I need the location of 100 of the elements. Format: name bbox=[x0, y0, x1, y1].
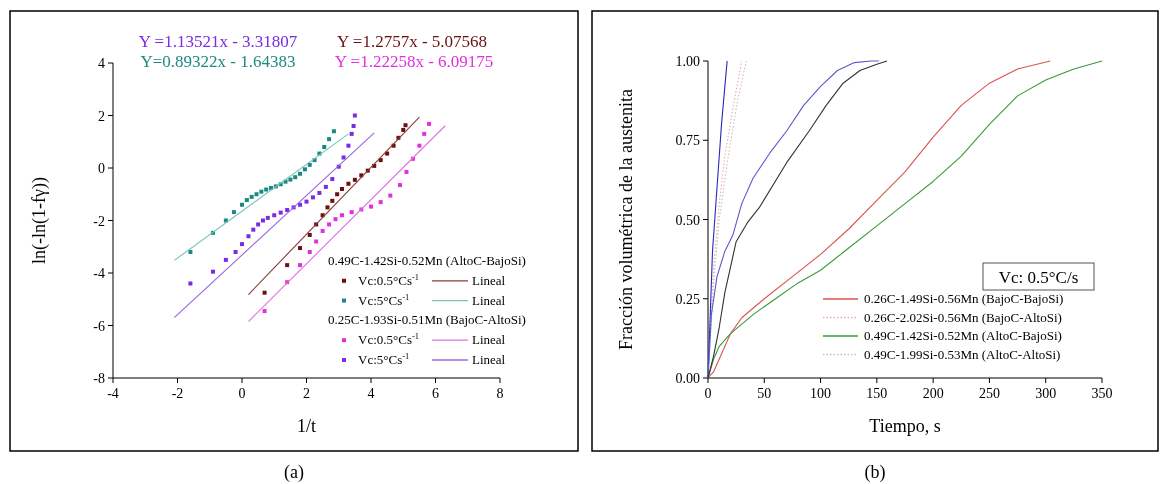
point bbox=[246, 234, 251, 239]
annotation: 0.25C-1.93Si-0.51Mn (BajoC-AltoSi) bbox=[328, 312, 526, 328]
point bbox=[401, 127, 406, 132]
x-tick-label: 50 bbox=[757, 386, 772, 401]
point bbox=[188, 281, 193, 286]
point bbox=[188, 250, 193, 254]
point bbox=[339, 187, 344, 191]
point bbox=[223, 257, 228, 262]
text: Y =1.2757x - 5.07568 bbox=[336, 32, 488, 51]
point bbox=[422, 131, 427, 136]
x-tick-label: -2 bbox=[171, 386, 184, 401]
x-tick-label: 0 bbox=[238, 386, 246, 401]
point bbox=[307, 232, 312, 237]
x-axis-title: Tiempo, s bbox=[869, 416, 941, 436]
point bbox=[285, 263, 290, 268]
legend-label: 0.26C-1.49Si-0.56Mn (BajoC-BajoSi) bbox=[864, 291, 1064, 306]
point bbox=[254, 192, 259, 197]
point bbox=[339, 213, 344, 218]
point bbox=[298, 202, 303, 207]
legend-label: 0.49C-1.99Si-0.53Mn (AltoC-AltoSi) bbox=[864, 346, 1061, 362]
point bbox=[210, 269, 215, 274]
x-tick-label: 250 bbox=[978, 386, 1000, 401]
legend-label: Lineal bbox=[472, 352, 506, 367]
x-tick-label: 6 bbox=[432, 386, 439, 401]
annotation: Y=0.89322x - 1.64383 bbox=[140, 52, 296, 71]
point bbox=[322, 145, 327, 149]
legend-label: Vc:0.5°Cs$^{-1}$ bbox=[358, 331, 419, 348]
y-tick-label: -4 bbox=[93, 266, 105, 281]
x-tick-label: 300 bbox=[1035, 386, 1057, 401]
point bbox=[398, 183, 403, 188]
point bbox=[403, 123, 408, 128]
point bbox=[262, 309, 267, 314]
point bbox=[285, 208, 290, 212]
x-tick-label: 2 bbox=[303, 386, 310, 401]
point bbox=[330, 198, 335, 203]
y-axis-title: Fracción volumétrica de la austenita bbox=[616, 89, 636, 350]
x-tick-label: 200 bbox=[922, 386, 944, 401]
y-axis-title: ln(-ln(1-fγ)) bbox=[29, 177, 50, 264]
legend-label: Vc:5°Cs$^{-1}$ bbox=[358, 351, 410, 367]
point bbox=[323, 184, 328, 189]
text: (b) bbox=[864, 462, 886, 483]
point bbox=[249, 194, 254, 199]
x-tick-label: 100 bbox=[810, 386, 832, 401]
point bbox=[283, 179, 288, 184]
point bbox=[310, 195, 315, 200]
point bbox=[378, 158, 383, 163]
point bbox=[349, 210, 354, 215]
point bbox=[346, 143, 351, 148]
point bbox=[298, 246, 303, 251]
point bbox=[378, 200, 383, 205]
point bbox=[327, 222, 332, 227]
point bbox=[352, 113, 357, 118]
point bbox=[251, 227, 256, 232]
point bbox=[262, 290, 267, 295]
point bbox=[240, 242, 244, 247]
point bbox=[317, 190, 322, 195]
point bbox=[333, 217, 338, 222]
legend-label: Vc:5°Cs$^{-1}$ bbox=[358, 291, 410, 308]
point bbox=[264, 187, 269, 192]
point bbox=[325, 205, 330, 210]
y-tick-label: -8 bbox=[93, 371, 105, 386]
legend-title: Vc: 0.5°C/s bbox=[998, 267, 1079, 287]
point bbox=[388, 193, 393, 198]
legend-label: Lineal bbox=[472, 272, 506, 288]
x-tick-label: 150 bbox=[866, 386, 888, 401]
y-tick-label: 0 bbox=[98, 161, 105, 176]
text: (a) bbox=[284, 462, 304, 483]
point bbox=[331, 129, 336, 134]
point bbox=[240, 202, 244, 207]
point bbox=[265, 215, 270, 220]
point bbox=[260, 218, 265, 223]
point bbox=[278, 210, 283, 215]
point bbox=[302, 167, 307, 172]
legend-label: Lineal bbox=[472, 332, 506, 348]
point bbox=[404, 169, 409, 174]
legend-label: 0.49C-1.42Si-0.52Mn (AltoC-BajoSi) bbox=[864, 328, 1062, 343]
x-tick-label: 0 bbox=[704, 386, 712, 401]
point bbox=[259, 189, 264, 194]
x-tick-label: 350 bbox=[1091, 386, 1113, 401]
point bbox=[314, 239, 319, 244]
y-tick-label: -6 bbox=[93, 318, 105, 334]
text: Y =1.13521x - 3.31807 bbox=[138, 32, 298, 51]
point bbox=[417, 143, 422, 148]
y-tick-label: 0.50 bbox=[675, 212, 700, 228]
y-tick-label: 2 bbox=[98, 108, 105, 124]
annotation: Y =1.22258x - 6.09175 bbox=[334, 52, 494, 71]
point bbox=[304, 199, 309, 204]
y-tick-label: 0.25 bbox=[675, 291, 700, 307]
x-axis-title: 1/t bbox=[296, 416, 317, 436]
point bbox=[369, 204, 373, 209]
y-tick-label: 0.00 bbox=[675, 371, 700, 386]
y-tick-label: 0.75 bbox=[675, 133, 700, 149]
point bbox=[298, 171, 303, 176]
y-tick-label: -2 bbox=[93, 213, 105, 229]
point bbox=[352, 177, 357, 182]
point bbox=[298, 263, 303, 268]
point bbox=[233, 250, 238, 254]
x-tick-label: 4 bbox=[367, 386, 375, 401]
point bbox=[231, 210, 236, 215]
point bbox=[327, 137, 332, 142]
